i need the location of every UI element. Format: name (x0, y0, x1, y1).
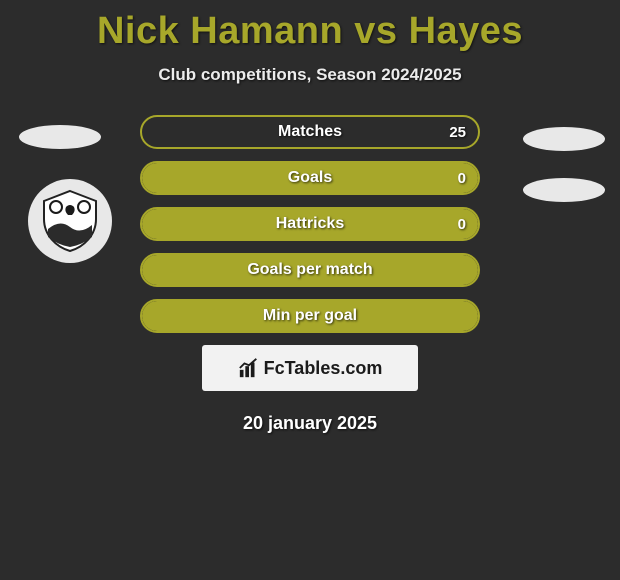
right-team-placeholder-1 (523, 127, 605, 151)
stat-bar: Min per goal (140, 299, 480, 333)
stat-right-value: 0 (458, 170, 466, 187)
stats-container: Matches 25 Goals 0 Hattricks 0 Goals per match… (140, 115, 480, 333)
left-team-placeholder (19, 125, 101, 149)
stat-label: Hattricks (276, 215, 344, 233)
bar-chart-icon (238, 357, 260, 379)
stat-bar: Hattricks 0 (140, 207, 480, 241)
stat-label: Matches (278, 123, 342, 141)
stat-label: Min per goal (263, 307, 357, 325)
stat-bar: Matches 25 (140, 115, 480, 149)
brand-text: FcTables.com (264, 358, 383, 379)
stat-bar: Goals per match (140, 253, 480, 287)
stat-label: Goals per match (247, 261, 372, 279)
stat-bar: Goals 0 (140, 161, 480, 195)
stat-right-value: 0 (458, 216, 466, 233)
shield-icon (38, 189, 102, 253)
subtitle: Club competitions, Season 2024/2025 (0, 65, 620, 85)
stat-label: Goals (288, 169, 332, 187)
date-text: 20 january 2025 (0, 413, 620, 434)
page-title: Nick Hamann vs Hayes (0, 0, 620, 53)
club-badge (28, 179, 112, 263)
brand-box[interactable]: FcTables.com (202, 345, 418, 391)
stat-right-value: 25 (449, 124, 466, 141)
right-team-placeholder-2 (523, 178, 605, 202)
